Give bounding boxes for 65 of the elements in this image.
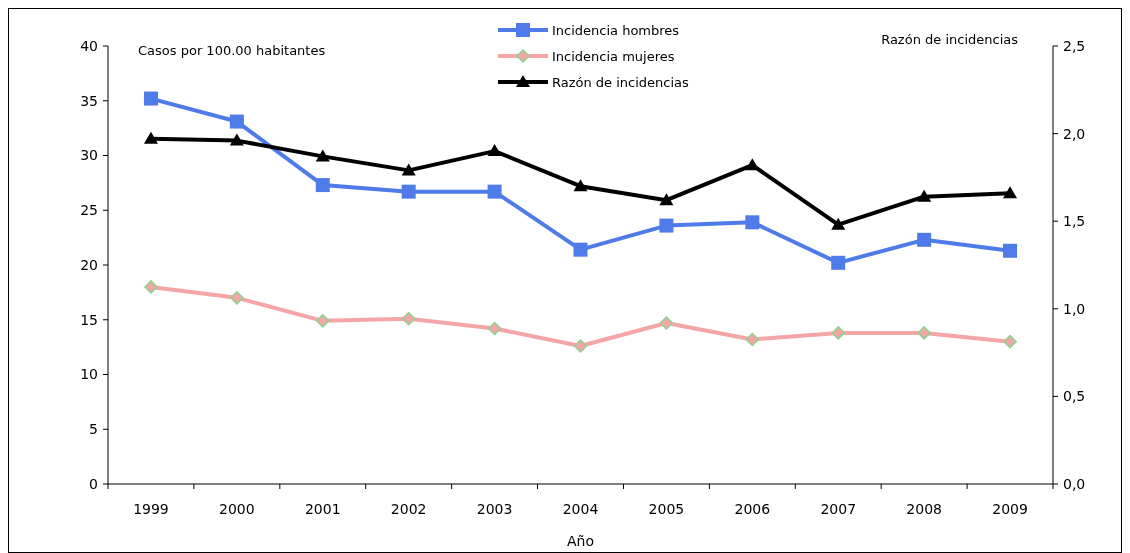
- y-tick-label: 5: [89, 421, 98, 438]
- y-tick-label: 25: [80, 202, 98, 219]
- point: [487, 184, 502, 199]
- x-tick-label: 2007: [820, 501, 857, 517]
- x-tick-label: 1999: [133, 501, 169, 517]
- x-tick-label: 2009: [992, 501, 1028, 517]
- y-tick-label: 10: [80, 366, 98, 383]
- point: [401, 163, 416, 176]
- point: [659, 218, 674, 233]
- x-tick-label: 2004: [562, 501, 599, 517]
- point: [831, 326, 845, 340]
- point: [573, 242, 588, 257]
- point: [143, 131, 158, 144]
- point: [745, 215, 760, 230]
- point: [745, 332, 760, 347]
- point: [1003, 243, 1018, 258]
- y-tick-label: 40: [80, 37, 98, 54]
- point: [401, 311, 416, 326]
- y2-tick-label: 1,5: [1063, 213, 1086, 230]
- y-tick-label: 35: [80, 92, 98, 109]
- point: [316, 314, 330, 328]
- point: [573, 179, 588, 192]
- point: [487, 144, 502, 157]
- y-axis-title: Casos por 100.00 habitantes: [138, 43, 326, 58]
- y-tick-label: 15: [80, 311, 98, 328]
- point: [1003, 334, 1017, 349]
- y2-axis-title: Razón de incidencias: [881, 32, 1019, 47]
- y2-tick-label: 2,5: [1063, 37, 1086, 54]
- point: [1003, 186, 1018, 199]
- y-tick-label: 20: [80, 256, 98, 273]
- x-tick-label: 2002: [390, 501, 427, 517]
- y2-tick-label: 1,0: [1063, 300, 1086, 317]
- point: [229, 114, 244, 129]
- point: [229, 133, 244, 146]
- legend-label: Incidencia hombres: [552, 22, 680, 38]
- x-tick-label: 2006: [734, 501, 771, 517]
- point: [315, 149, 330, 162]
- point: [917, 189, 932, 202]
- legend-label: Incidencia mujeres: [552, 48, 675, 64]
- point: [745, 158, 760, 171]
- y-tick-label: 30: [80, 147, 98, 164]
- x-tick-label: 2003: [476, 501, 513, 517]
- point: [659, 193, 674, 206]
- y2-tick-label: 0,0: [1063, 475, 1086, 492]
- point: [831, 217, 846, 230]
- point: [315, 178, 330, 193]
- point: [831, 255, 846, 270]
- x-tick-label: 2000: [219, 501, 255, 517]
- point: [917, 326, 931, 340]
- point: [144, 280, 158, 294]
- x-tick-label: 2008: [906, 501, 942, 517]
- y-tick-label: 0: [89, 475, 98, 492]
- x-axis-title: Año: [566, 533, 595, 549]
- point: [401, 184, 416, 199]
- x-tick-label: 2005: [648, 501, 685, 517]
- point: [573, 339, 588, 353]
- legend-label: Razón de incidencias: [552, 74, 690, 90]
- point: [230, 291, 244, 305]
- y2-tick-label: 2,0: [1063, 125, 1086, 142]
- point: [143, 91, 158, 106]
- y2-tick-label: 0,5: [1063, 388, 1086, 405]
- x-tick-label: 2001: [304, 501, 341, 517]
- point: [659, 316, 674, 330]
- point: [487, 321, 502, 336]
- point: [917, 232, 932, 247]
